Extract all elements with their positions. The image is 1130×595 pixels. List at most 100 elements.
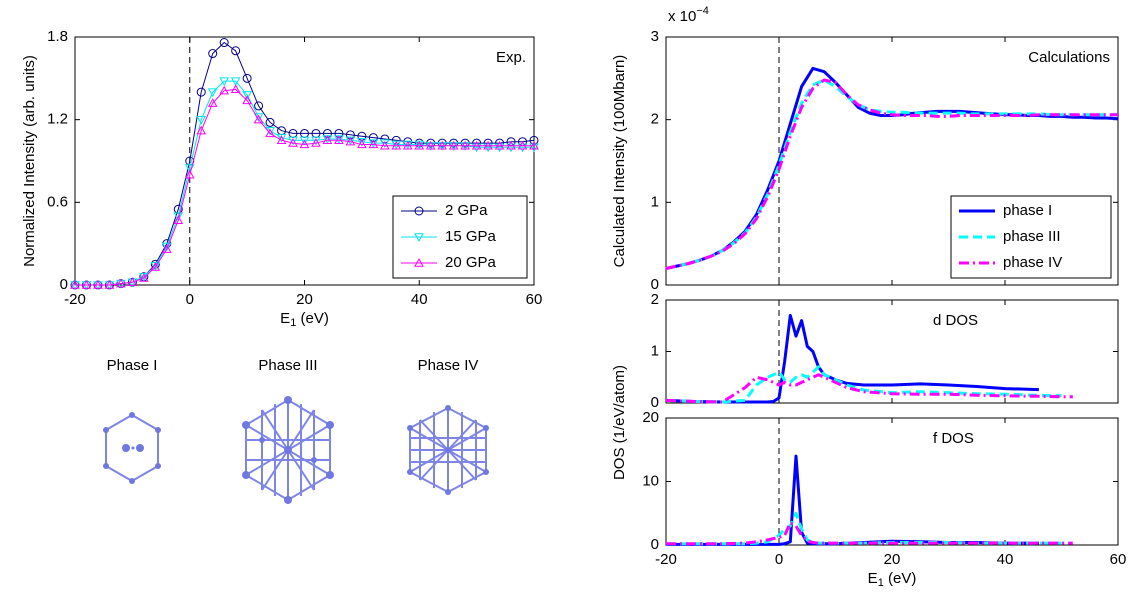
marker — [242, 95, 252, 105]
y-axis-label: Normalized Intensity (arb. units) — [21, 55, 38, 267]
marker — [196, 87, 206, 97]
x-tick-label: 20 — [296, 291, 313, 308]
marker — [494, 140, 505, 150]
series-line — [665, 313, 1039, 404]
series-line — [666, 521, 1073, 546]
y-tick-label: 3 — [651, 28, 659, 45]
marker — [368, 133, 378, 143]
phase-i-structure — [103, 412, 161, 484]
series-line — [665, 78, 1118, 270]
legend-label: 20 GPa — [445, 254, 497, 271]
x-tick-label: 60 — [526, 291, 543, 308]
marker — [288, 136, 298, 146]
y-tick-label: 0 — [651, 536, 659, 553]
structure-labels: Phase I Phase III Phase IV — [107, 357, 479, 374]
marker — [379, 140, 390, 150]
x-axis-label-part: (eV) — [884, 570, 917, 587]
marker — [276, 133, 287, 143]
marker — [150, 262, 161, 271]
x-axis-label: E1 (eV) — [868, 570, 917, 589]
marker — [288, 138, 298, 147]
plot-frame — [665, 299, 1119, 404]
legend-label: phase III — [1003, 228, 1061, 245]
phase-iv-structure — [407, 405, 489, 495]
marker — [242, 73, 252, 83]
marker — [231, 46, 241, 56]
x-axis-label-part: E — [868, 570, 878, 587]
marker — [219, 77, 230, 87]
marker — [127, 277, 138, 286]
marker — [184, 169, 195, 179]
marker — [448, 140, 459, 150]
marker — [357, 138, 367, 147]
marker — [219, 38, 229, 48]
marker — [414, 206, 424, 216]
x-tick-label: 40 — [411, 291, 428, 308]
series-line — [665, 78, 1118, 270]
legend-label: 15 GPa — [445, 228, 497, 245]
x-tick-label: 20 — [884, 551, 901, 568]
marker — [104, 279, 115, 289]
marker — [207, 88, 218, 98]
legend-label: 2 GPa — [445, 202, 488, 219]
marker — [242, 91, 252, 100]
marker — [230, 84, 241, 94]
x-axis-label-part: E — [280, 310, 290, 327]
y-tick-label: 0 — [60, 276, 68, 293]
marker — [196, 125, 207, 135]
axis-scale-part: x 10 — [668, 8, 696, 25]
marker — [414, 257, 424, 267]
marker — [460, 140, 470, 150]
marker — [379, 139, 390, 149]
y-tick-label: 10 — [642, 472, 659, 489]
marker — [529, 140, 539, 150]
phase-iii-structure — [242, 396, 334, 504]
marker — [265, 117, 275, 127]
marker — [414, 233, 424, 243]
annotation: d DOS — [933, 312, 978, 329]
marker — [437, 140, 448, 150]
y-tick-label: 0.6 — [47, 193, 68, 210]
marker — [93, 279, 103, 289]
marker — [425, 140, 436, 150]
marker — [161, 242, 172, 252]
panel: 0 1 2 d DOS DOS (1/eV/atom) — [611, 291, 1119, 480]
axis-scale-part: −4 — [696, 5, 709, 17]
y-tick-label: 1.8 — [47, 28, 68, 45]
marker — [357, 139, 367, 149]
legend: 2 GPa 15 GPa 20 GPa — [392, 195, 528, 279]
marker — [506, 140, 516, 150]
marker — [517, 143, 528, 153]
axis-scale-label: x 10−4 — [668, 5, 709, 25]
marker — [471, 143, 482, 153]
x-axis-label-part: (eV) — [296, 310, 329, 327]
marker — [345, 130, 355, 140]
x-tick-label: 0 — [775, 551, 783, 568]
y-tick-label: 20 — [642, 409, 659, 426]
marker — [368, 139, 379, 149]
marker — [299, 139, 310, 149]
y-tick-label: 0 — [651, 394, 659, 411]
marker — [334, 135, 344, 145]
marker — [483, 143, 493, 153]
x-tick-label: 60 — [1110, 551, 1127, 568]
x-tick-label: -20 — [655, 551, 677, 568]
marker — [311, 138, 321, 147]
y-tick-label: 2 — [651, 111, 659, 128]
marker — [299, 136, 310, 146]
marker — [517, 140, 528, 150]
marker — [173, 212, 184, 222]
x-axis-label-part: 1 — [878, 577, 884, 589]
y-tick-label: 1.2 — [47, 111, 68, 128]
marker — [208, 49, 218, 59]
structure-label: Phase III — [258, 357, 317, 374]
x-axis-label: E1 (eV) — [280, 310, 329, 329]
marker — [196, 115, 207, 125]
marker — [345, 136, 356, 146]
marker — [322, 128, 332, 138]
marker — [116, 278, 126, 288]
marker — [173, 215, 184, 224]
marker — [81, 279, 92, 289]
marker — [276, 135, 287, 145]
